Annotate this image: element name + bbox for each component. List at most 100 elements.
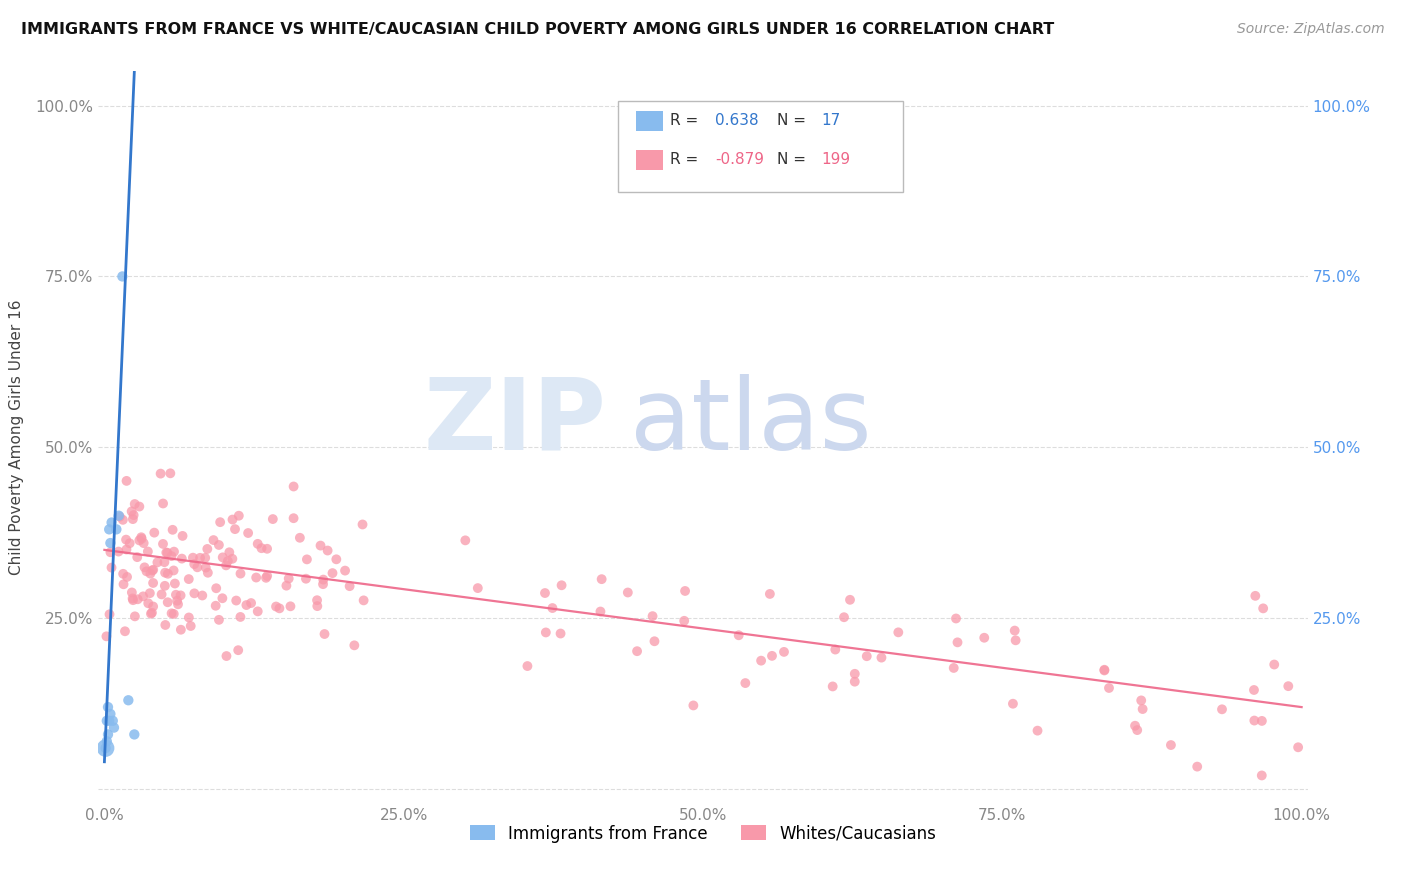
- Point: [280, 599, 302, 614]
- Point: [832, 610, 855, 624]
- Point: [159, 467, 181, 481]
- Point: [134, 560, 156, 574]
- Point: [205, 581, 228, 595]
- Point: [163, 544, 186, 558]
- Point: [191, 589, 214, 603]
- Point: [128, 500, 150, 514]
- Point: [127, 592, 149, 607]
- Point: [124, 609, 146, 624]
- Point: [226, 643, 249, 657]
- Point: [749, 654, 772, 668]
- Point: [321, 566, 343, 580]
- Point: [181, 550, 204, 565]
- Point: [142, 576, 165, 591]
- Point: [228, 508, 250, 523]
- Point: [131, 532, 153, 546]
- Point: [288, 531, 311, 545]
- Point: [115, 533, 138, 547]
- Point: [98, 522, 121, 536]
- Point: [103, 721, 125, 735]
- Point: [256, 569, 278, 583]
- Point: [225, 593, 247, 607]
- Point: [309, 539, 332, 553]
- Point: [550, 578, 572, 592]
- Point: [121, 504, 143, 518]
- Point: [195, 541, 218, 556]
- Text: R =: R =: [671, 152, 699, 167]
- Point: [1130, 693, 1153, 707]
- Point: [152, 537, 174, 551]
- Point: [1243, 714, 1265, 728]
- Point: [127, 550, 149, 565]
- Point: [1187, 759, 1209, 773]
- Text: atlas: atlas: [630, 374, 872, 471]
- Point: [150, 587, 173, 601]
- Point: [673, 614, 696, 628]
- Point: [166, 593, 188, 607]
- Point: [121, 585, 143, 599]
- Point: [160, 607, 183, 621]
- Point: [97, 727, 120, 741]
- Point: [208, 613, 231, 627]
- Point: [454, 533, 477, 548]
- Point: [312, 573, 335, 587]
- Point: [177, 572, 200, 586]
- Point: [122, 508, 145, 522]
- Point: [541, 601, 564, 615]
- Point: [1244, 589, 1267, 603]
- Point: [626, 644, 648, 658]
- Point: [1004, 633, 1026, 648]
- Point: [1001, 697, 1024, 711]
- Point: [94, 741, 117, 756]
- Point: [111, 269, 134, 284]
- Point: [262, 512, 284, 526]
- Point: [942, 661, 965, 675]
- Text: Source: ZipAtlas.com: Source: ZipAtlas.com: [1237, 22, 1385, 37]
- Text: N =: N =: [776, 152, 806, 167]
- Point: [100, 516, 122, 530]
- Point: [235, 598, 257, 612]
- Point: [146, 555, 169, 569]
- Point: [114, 624, 136, 639]
- Point: [111, 513, 134, 527]
- Point: [821, 680, 844, 694]
- Point: [295, 552, 318, 566]
- Point: [209, 515, 232, 529]
- Point: [550, 626, 572, 640]
- Point: [101, 714, 124, 728]
- Point: [1250, 714, 1272, 728]
- Point: [276, 579, 298, 593]
- Point: [534, 625, 557, 640]
- Point: [167, 597, 190, 611]
- Point: [107, 544, 129, 558]
- Legend: Immigrants from France, Whites/Caucasians: Immigrants from France, Whites/Caucasian…: [463, 818, 943, 849]
- Point: [149, 467, 172, 481]
- Point: [96, 714, 118, 728]
- Point: [156, 566, 179, 581]
- Text: 0.638: 0.638: [716, 113, 759, 128]
- Point: [141, 564, 163, 578]
- Point: [183, 557, 205, 571]
- Point: [240, 596, 263, 610]
- Point: [325, 552, 347, 566]
- Point: [589, 605, 612, 619]
- Point: [96, 629, 118, 643]
- Point: [186, 560, 208, 574]
- Point: [100, 560, 122, 574]
- Point: [761, 648, 783, 663]
- Point: [215, 648, 238, 663]
- Point: [264, 599, 287, 614]
- Point: [118, 536, 141, 550]
- Point: [870, 650, 893, 665]
- Point: [312, 577, 335, 591]
- Point: [759, 587, 782, 601]
- Point: [100, 545, 122, 559]
- Point: [155, 545, 177, 559]
- Point: [217, 554, 239, 568]
- Text: 199: 199: [821, 152, 851, 167]
- Point: [1250, 768, 1272, 782]
- Point: [160, 549, 183, 563]
- Point: [283, 511, 305, 525]
- Text: 17: 17: [821, 113, 841, 128]
- Text: R =: R =: [671, 113, 699, 128]
